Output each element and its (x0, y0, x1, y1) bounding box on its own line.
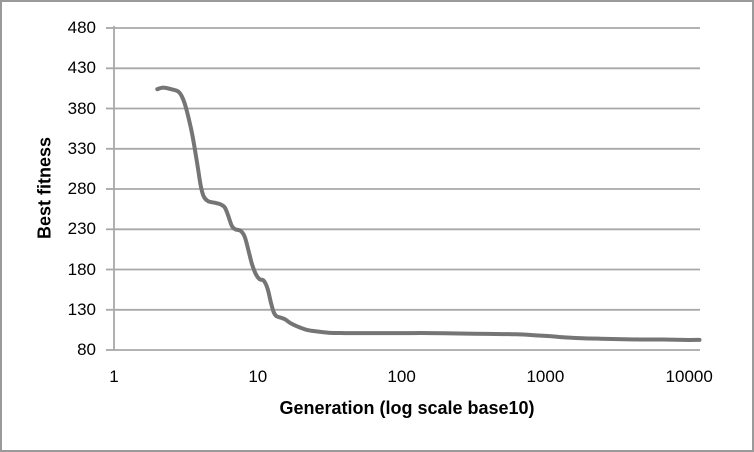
x-tick-label: 10000 (665, 367, 713, 386)
y-tick-label: 380 (67, 98, 96, 118)
y-tick-label: 480 (67, 18, 96, 37)
y-tick-label: 230 (67, 219, 96, 239)
y-tick-label: 80 (77, 340, 96, 359)
x-tick-label: 1 (109, 367, 119, 386)
y-tick-label: 180 (67, 259, 96, 279)
fitness-line (155, 85, 702, 342)
x-tick-label: 10 (248, 367, 268, 386)
y-axis-tick-marks (106, 27, 114, 351)
gridlines (114, 27, 700, 351)
y-tick-label: 330 (67, 138, 96, 158)
y-tick-label: 430 (67, 58, 96, 78)
x-tick-label: 1000 (526, 367, 565, 386)
x-tick-label: 100 (387, 367, 416, 386)
y-axis-title: Best fitness (34, 136, 55, 240)
x-axis-title: Generation (log scale base10) (279, 398, 535, 418)
y-tick-label: 280 (67, 179, 96, 198)
y-tick-label: 130 (67, 299, 96, 319)
